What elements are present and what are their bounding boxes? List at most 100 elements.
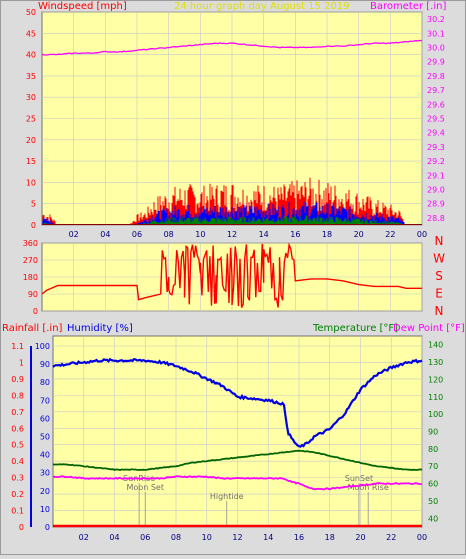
wind-x-tick-label: 08 [164, 230, 174, 239]
direction-y-ticks: 0 90 180 270 360 [23, 239, 38, 316]
atmos-x-tick-label: 18 [325, 533, 335, 542]
wind-x-tick-label: 06 [132, 230, 142, 239]
humidity-tick-label: 90 [40, 360, 50, 369]
atmos-x-tick-label: 10 [202, 533, 212, 542]
wind-axis-label: Windspeed [mph] [38, 1, 127, 12]
event-label: Hightide [210, 492, 244, 501]
wind-x-tick-label: 00 [417, 230, 427, 239]
wind-tick-label: 15 [26, 157, 36, 166]
barometer-tick-label: 29.4 [427, 129, 445, 138]
atmos-x-tick-label: 02 [79, 533, 89, 542]
atmos-x-tick-label: 22 [386, 533, 396, 542]
atmos-x-tick-label: 12 [232, 533, 242, 542]
barometer-tick-label: 29.7 [427, 86, 445, 95]
event-label: SunSet [345, 474, 373, 483]
wind-x-tick-label: 20 [354, 230, 364, 239]
wind-tick-label: 0 [31, 221, 36, 230]
barometer-tick-label: 30.1 [427, 29, 445, 38]
barometer-tick-label: 30.2 [427, 15, 445, 24]
event-label: Moon Set [127, 483, 164, 492]
temperature-tick-label: 80 [428, 445, 438, 454]
barometer-series [41, 39, 423, 56]
wind-x-tick-label: 02 [69, 230, 79, 239]
barometer-tick-label: 29.9 [427, 58, 445, 67]
rainfall-tick-label: 0.1 [11, 507, 24, 516]
rainfall-tick-label: 0.9 [11, 375, 24, 384]
atmos-series [52, 357, 423, 528]
direction-tick-label: 270 [23, 256, 38, 265]
wind-x-tick-label: 04 [100, 230, 110, 239]
atmos-x-ticks: 02 04 06 08 10 12 14 16 18 20 22 00 [79, 533, 427, 542]
temperature-tick-label: 60 [428, 480, 438, 489]
rainfall-tick-label: 0 [19, 523, 24, 532]
event-label: Moon Rise [348, 483, 389, 492]
temperature-tick-label: 40 [428, 514, 438, 523]
rainfall-y-ticks: 0 0.1 0.2 0.3 0.4 0.5 0.6 0.7 0.8 0.9 1 1.1 [11, 342, 32, 532]
wind-tick-label: 50 [26, 8, 36, 17]
atmos-x-tick-label: 20 [355, 533, 365, 542]
temperature-tick-label: 120 [428, 375, 443, 384]
temperature-tick-label: 130 [428, 358, 443, 367]
humidity-tick-label: 60 [40, 414, 50, 423]
barometer-tick-label: 29.1 [427, 171, 445, 180]
humidity-tick-label: 20 [40, 487, 50, 496]
barometer-y-ticks: 28.8 28.9 29.0 29.1 29.2 29.3 29.4 29.5 29.6 29.7… [427, 15, 445, 223]
temperature-line [52, 449, 423, 471]
wind-x-tick-label: 18 [322, 230, 332, 239]
wind-tick-label: 45 [26, 29, 36, 38]
temperature-y-ticks: 40 50 60 70 80 90 100 110 120 130 140 [428, 341, 443, 524]
atmos-x-tick-label: 00 [417, 533, 427, 542]
humidity-tick-label: 80 [40, 378, 50, 387]
barometer-line [41, 39, 423, 56]
barometer-tick-label: 29.0 [427, 186, 445, 195]
compass-label: W [433, 252, 445, 266]
rainfall-tick-label: 0.6 [11, 424, 24, 433]
humidity-axis-label: Humidity [%] [67, 323, 133, 334]
humidity-tick-label: 40 [40, 451, 50, 460]
dewpoint-axis-label: Dew Point [°F] [393, 323, 465, 334]
humidity-tick-label: 100 [35, 342, 50, 351]
wind-x-tick-label: 12 [227, 230, 237, 239]
direction-line [41, 242, 422, 308]
humidity-tick-label: 70 [40, 396, 50, 405]
humidity-tick-label: 30 [40, 469, 50, 478]
direction-tick-label: 360 [23, 239, 38, 248]
rainfall-tick-label: 0.2 [11, 490, 24, 499]
wind-tick-label: 40 [26, 51, 36, 60]
barometer-tick-label: 28.8 [427, 214, 445, 223]
wind-tick-label: 30 [26, 93, 36, 102]
wind-x-tick-label: 16 [290, 230, 300, 239]
rainfall-tick-label: 0.7 [11, 408, 24, 417]
temperature-axis-label: Temperature [°F] [312, 323, 398, 334]
wind-tick-label: 20 [26, 136, 36, 145]
rainfall-tick-label: 0.4 [11, 457, 24, 466]
temperature-tick-label: 140 [428, 341, 443, 350]
wind-x-ticks: 02 04 06 08 10 12 14 16 18 20 22 00 [69, 230, 428, 239]
rainfall-tick-label: 0.3 [11, 474, 24, 483]
dewpoint-line [52, 475, 422, 491]
barometer-axis-label: Barometer [.in] [370, 1, 446, 12]
direction-tick-label: 180 [23, 273, 38, 282]
barometer-tick-label: 29.3 [427, 143, 445, 152]
wind-x-tick-label: 14 [259, 230, 269, 239]
wind-x-tick-label: 10 [195, 230, 205, 239]
compass-label: E [435, 287, 443, 301]
direction-series [41, 242, 422, 308]
wind-tick-label: 5 [31, 200, 36, 209]
wind-x-tick-label: 22 [385, 230, 395, 239]
rainfall-tick-label: 1 [19, 358, 24, 367]
wind-y-ticks: 0 5 10 15 20 25 30 35 40 45 50 [26, 8, 36, 230]
wind-tick-label: 10 [26, 178, 36, 187]
humidity-y-ticks: 0 10 20 30 40 50 60 70 80 90 100 [35, 342, 50, 532]
chart-title: 24 hour graph day August 15 2019 [174, 1, 350, 12]
rainfall-tick-label: 1.1 [11, 342, 24, 351]
atmos-x-tick-label: 04 [109, 533, 119, 542]
wind-tick-label: 35 [26, 72, 36, 81]
atmos-x-tick-label: 14 [263, 533, 273, 542]
compass-label: N [435, 304, 444, 318]
rainfall-axis-label: Rainfall [.in] [2, 323, 63, 334]
compass-label: S [435, 269, 443, 283]
compass-label: N [435, 234, 444, 248]
